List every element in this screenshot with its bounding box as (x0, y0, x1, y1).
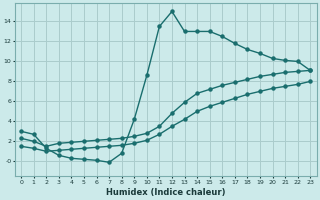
X-axis label: Humidex (Indice chaleur): Humidex (Indice chaleur) (106, 188, 225, 197)
